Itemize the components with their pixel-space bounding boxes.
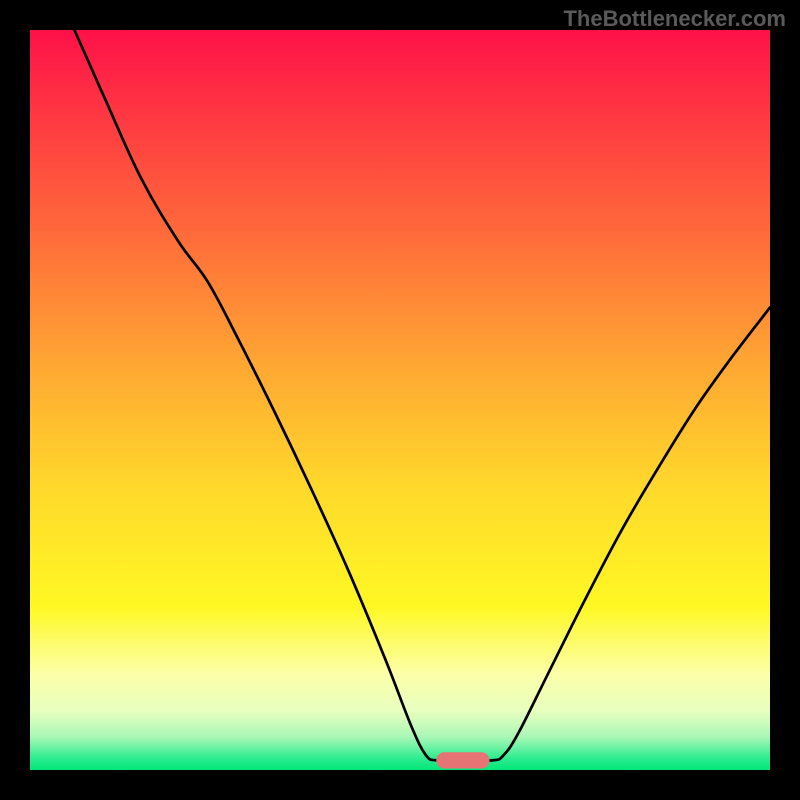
optimum-marker <box>436 752 489 768</box>
gradient-background <box>30 30 770 770</box>
bottleneck-chart <box>30 30 770 770</box>
watermark-text: TheBottlenecker.com <box>563 6 786 32</box>
chart-svg <box>30 30 770 770</box>
